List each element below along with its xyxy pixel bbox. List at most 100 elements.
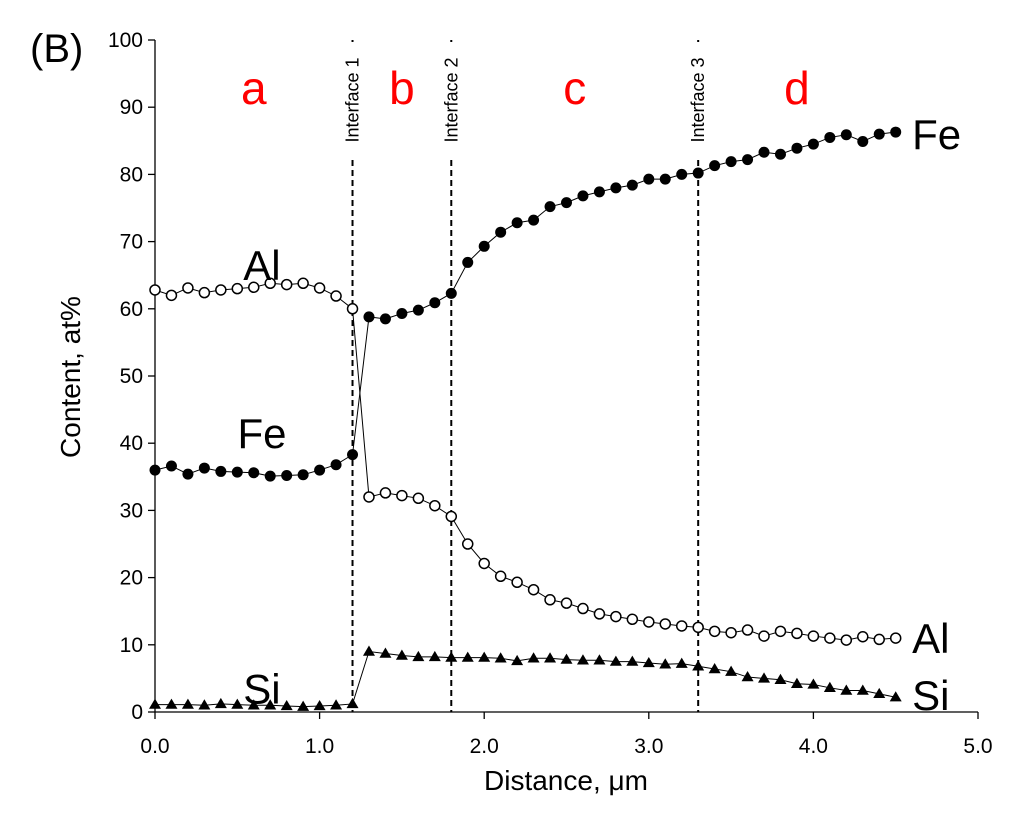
region-labels: a b c d <box>241 62 810 114</box>
series-line <box>155 650 896 708</box>
data-point <box>725 626 737 639</box>
data-point <box>347 449 359 461</box>
data-point <box>248 467 260 479</box>
axis-ticks: 0 10 20 30 40 50 60 70 80 90 100 0.0 1.0 2.0 3.0 4.0 5.0 <box>108 29 993 758</box>
data-point <box>790 677 803 688</box>
data-point <box>823 681 836 693</box>
data-point <box>857 630 869 643</box>
data-point <box>692 167 704 179</box>
data-point <box>494 652 507 663</box>
data-point <box>725 665 738 676</box>
x-tick-label: 0.0 <box>140 735 169 758</box>
data-point <box>676 168 688 180</box>
y-tick-label: 50 <box>120 365 143 388</box>
data-point <box>774 625 787 638</box>
x-axis-title: Distance, μm <box>484 765 648 796</box>
data-point <box>330 290 342 302</box>
data-point <box>198 462 210 474</box>
data-point <box>231 698 244 709</box>
data-point <box>824 131 836 143</box>
y-tick-label: 70 <box>120 231 143 254</box>
interface-label-bg <box>440 42 463 160</box>
data-point <box>807 678 820 689</box>
data-point <box>659 658 672 669</box>
data-point <box>593 654 606 665</box>
data-point <box>807 630 820 642</box>
series-al-open-circle <box>149 277 902 646</box>
data-point <box>593 608 606 620</box>
data-point <box>428 650 441 662</box>
data-point <box>692 660 705 671</box>
series-line <box>154 131 896 477</box>
data-point <box>544 201 556 213</box>
interface-label: Interface 3 <box>688 57 708 142</box>
data-point <box>462 256 474 268</box>
data-point <box>560 653 573 664</box>
data-point <box>577 190 589 202</box>
series-fe-filled-circle <box>149 126 902 482</box>
data-point <box>149 284 161 296</box>
series-label-si: Si <box>243 665 280 712</box>
data-series <box>149 126 902 711</box>
data-point <box>593 186 605 198</box>
y-tick-label: 60 <box>120 298 143 321</box>
data-point <box>774 148 786 160</box>
data-point <box>396 489 408 502</box>
data-point <box>412 304 424 316</box>
data-point <box>741 671 754 682</box>
data-point <box>528 214 540 226</box>
data-point <box>313 282 326 294</box>
data-point <box>626 655 639 666</box>
data-point <box>494 570 507 583</box>
data-point <box>495 226 507 238</box>
region-label: d <box>784 62 810 114</box>
series-label-si: Si <box>912 672 949 719</box>
y-tick-label: 0 <box>131 701 143 724</box>
y-tick-label: 100 <box>108 29 143 52</box>
panel-label: (B) <box>30 27 83 71</box>
data-point <box>297 700 310 711</box>
series-label-fe: Fe <box>912 111 961 158</box>
data-point <box>675 620 688 632</box>
data-point <box>248 281 260 294</box>
data-point <box>659 618 672 630</box>
data-point <box>461 651 474 662</box>
series-si-filled-triangle <box>149 645 902 711</box>
data-point <box>708 662 721 674</box>
data-point <box>610 182 622 194</box>
data-point <box>363 311 375 323</box>
series-line <box>154 282 896 641</box>
data-point <box>741 624 754 636</box>
y-tick-label: 10 <box>120 634 143 657</box>
y-tick-label: 90 <box>120 96 143 119</box>
interface-lines: Interface 1 Interface 2 Interface 3 <box>341 40 710 712</box>
region-label: b <box>389 62 415 114</box>
y-tick-label: 40 <box>120 432 143 455</box>
data-point <box>511 217 523 229</box>
y-tick-label: 80 <box>120 163 143 186</box>
series-label-fe: Fe <box>237 410 286 457</box>
data-point <box>445 287 457 299</box>
data-point <box>165 460 177 472</box>
data-point <box>182 282 194 294</box>
data-point <box>181 698 194 709</box>
data-point <box>659 173 671 185</box>
data-point <box>675 657 688 668</box>
data-point <box>511 576 523 589</box>
data-point <box>362 645 375 656</box>
data-point <box>610 610 622 623</box>
data-point <box>395 649 408 660</box>
x-tick-label: 2.0 <box>470 735 499 758</box>
data-point <box>379 647 392 658</box>
interface-label: Interface 2 <box>441 57 461 142</box>
data-point <box>314 464 326 476</box>
data-point <box>642 656 655 668</box>
x-tick-label: 5.0 <box>963 735 992 758</box>
data-point <box>561 197 572 209</box>
data-point <box>379 313 391 325</box>
data-point <box>692 621 704 634</box>
data-point <box>198 286 211 299</box>
data-point <box>840 129 852 141</box>
data-point <box>857 135 869 147</box>
data-point <box>873 128 885 140</box>
